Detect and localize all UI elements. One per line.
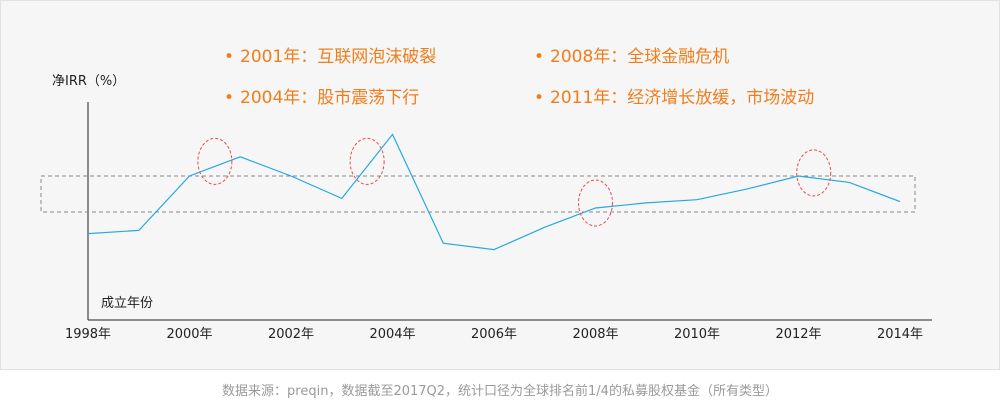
x-axis-label: 成立年份 (101, 296, 153, 311)
chart-panel (0, 0, 1000, 370)
annotation-2008: • 2008年：全球金融危机 (534, 47, 730, 67)
x-tick-label: 1998年 (65, 327, 111, 342)
x-tick-label: 2004年 (369, 327, 415, 342)
irr-series-line (87, 133, 901, 251)
highlight-circle (197, 137, 233, 185)
annotation-2001: • 2001年：互联网泡沫破裂 (224, 47, 437, 67)
annotation-2004: • 2004年：股市震荡下行 (224, 88, 420, 108)
x-tick-label: 2012年 (775, 327, 821, 342)
y-axis-label: 净IRR（%） (52, 74, 125, 89)
x-tick-label: 2006年 (471, 327, 517, 342)
x-tick-label: 2000年 (166, 327, 212, 342)
highlight-circle (796, 149, 832, 197)
annotation-2011: • 2011年：经济增长放缓，市场波动 (534, 88, 815, 108)
x-tick-label: 2008年 (572, 327, 618, 342)
source-note: 数据来源：preqin，数据截至2017Q2，统计口径为全球排名前1/4的私募股… (222, 384, 778, 399)
x-tick-label: 2010年 (674, 327, 720, 342)
line-chart: 净IRR（%） 成立年份 1998年 2000年 2002年 2004年 2006年 20… (40, 74, 932, 342)
x-tick-label: 2002年 (268, 327, 314, 342)
stable-band (40, 175, 916, 213)
x-tick-label: 2014年 (877, 327, 923, 342)
highlight-circle (578, 179, 613, 227)
highlight-circle (349, 137, 385, 185)
